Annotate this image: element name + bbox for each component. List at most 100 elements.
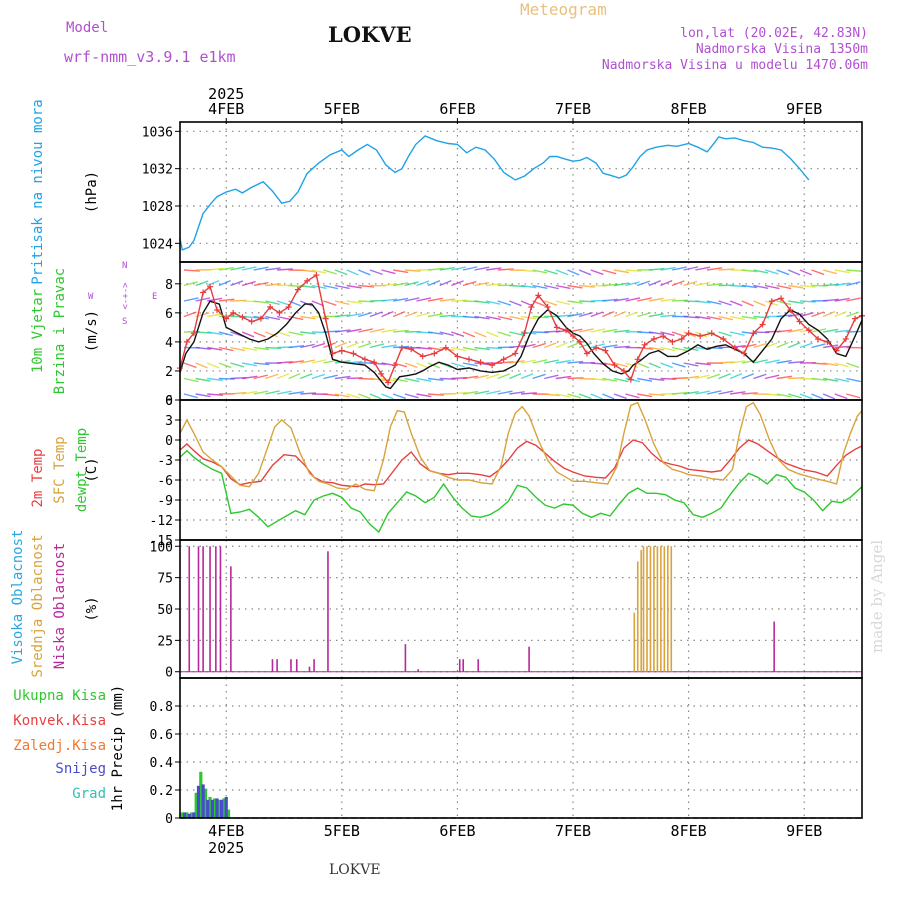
y-tick-label: 0 — [165, 812, 173, 827]
y-tick-label: 50 — [157, 603, 173, 618]
gust-marker — [768, 298, 775, 305]
wind-arrow — [346, 342, 359, 349]
wind-arrow — [509, 331, 524, 336]
gust-marker — [230, 309, 237, 316]
wind-arrow — [462, 266, 478, 271]
wind-arrow — [823, 298, 839, 302]
wind-arrow — [695, 331, 708, 338]
y-tick-label: 6 — [165, 307, 173, 322]
wind-arrow — [195, 297, 211, 302]
precip-bar-ukupna-kisa — [226, 809, 231, 818]
wind-arrow — [753, 315, 770, 319]
wind-arrow — [323, 269, 337, 275]
gust-marker — [378, 370, 385, 377]
wind-arrow — [753, 342, 767, 349]
wind-arrow — [253, 362, 270, 366]
wind-arrow — [648, 331, 665, 335]
wind-arrow — [486, 346, 503, 350]
wind-arrow — [776, 375, 793, 380]
y-tick-label: 0.4 — [150, 756, 174, 771]
wind-arrow — [497, 268, 514, 271]
panel-unit: (C) — [84, 457, 100, 482]
wind-arrow — [613, 310, 627, 318]
precip-legend-label: Zaledj.Kisa — [13, 738, 106, 754]
gust-marker — [634, 356, 641, 363]
wind-arrow — [346, 300, 363, 304]
wind-arrow — [241, 346, 258, 351]
wind-arrow — [207, 393, 224, 396]
wind-arrow — [625, 281, 640, 287]
wind-arrow — [509, 344, 525, 349]
wind-arrow — [625, 393, 640, 399]
wind-arrow — [497, 373, 511, 380]
wind-arrow — [474, 346, 490, 351]
wind-arrow — [718, 300, 732, 306]
wind-arrow — [590, 377, 607, 382]
wind-arrow — [427, 297, 443, 302]
model-elevation-label: Nadmorska Visina u modelu 1470.06m — [601, 58, 868, 73]
wind-arrow — [578, 311, 593, 318]
wind-arrow — [613, 362, 628, 368]
wind-arrow — [520, 373, 534, 380]
wind-arrow — [846, 377, 861, 383]
gust-marker — [685, 330, 692, 337]
wind-arrow — [358, 269, 371, 276]
gust-marker — [239, 314, 246, 321]
gust-marker — [759, 321, 766, 328]
gust-marker — [842, 335, 849, 342]
wind-arrow — [416, 346, 433, 350]
wind-arrow — [183, 362, 197, 369]
wind-arrow — [334, 375, 351, 380]
panel-frame — [179, 261, 863, 401]
wind-arrow — [451, 266, 466, 271]
gust-marker — [329, 350, 336, 357]
gust-marker — [223, 315, 230, 322]
wind-arrow — [788, 377, 805, 380]
wind-arrow — [602, 393, 615, 400]
wind-arrow — [823, 344, 839, 349]
wind-arrow — [811, 269, 825, 276]
wind-arrow — [660, 298, 676, 302]
y-tick-label: 6 — [165, 394, 173, 409]
wind-arrow — [846, 269, 863, 272]
wind-arrow — [393, 282, 409, 287]
wind-arrow — [799, 284, 816, 288]
wind-arrow — [381, 298, 398, 302]
wind-arrow — [788, 284, 804, 289]
wind-arrow — [462, 331, 476, 338]
wind-arrow — [253, 374, 269, 380]
wind-arrow — [183, 297, 199, 302]
compass-north: N — [122, 261, 127, 271]
wind-arrow — [393, 377, 408, 383]
panel-unit: 1hr Precip (mm) — [110, 685, 126, 811]
wind-arrow — [334, 341, 348, 349]
wind-arrow — [718, 268, 735, 271]
wind-arrow — [753, 269, 769, 274]
wind-arrow — [672, 391, 688, 395]
series-line-2m-temp — [179, 439, 863, 488]
precip-bar-snijeg — [187, 813, 191, 818]
wind-arrow — [695, 281, 710, 287]
wind-arrow — [474, 374, 489, 380]
wind-arrow — [532, 269, 548, 274]
wind-arrow — [427, 280, 441, 287]
wind-arrow — [288, 300, 301, 307]
wind-arrow — [416, 280, 430, 287]
gust-marker — [398, 344, 405, 351]
wind-arrow — [822, 269, 838, 275]
precip-bar-ukupna-kisa — [199, 771, 203, 818]
wind-arrow — [404, 297, 420, 302]
wind-arrow — [427, 267, 444, 271]
wind-arrow — [439, 314, 456, 318]
wind-arrow — [276, 390, 292, 395]
wind-arrow — [520, 343, 536, 349]
wind-arrow — [764, 284, 780, 290]
wind-arrow — [230, 346, 246, 352]
wind-arrow — [486, 267, 502, 271]
wind-arrow — [509, 391, 525, 395]
wind-arrow — [334, 329, 351, 333]
wind-arrow — [706, 390, 722, 395]
wind-arrow — [230, 391, 247, 395]
wind-arrow — [183, 311, 197, 318]
wind-arrow — [671, 266, 687, 271]
